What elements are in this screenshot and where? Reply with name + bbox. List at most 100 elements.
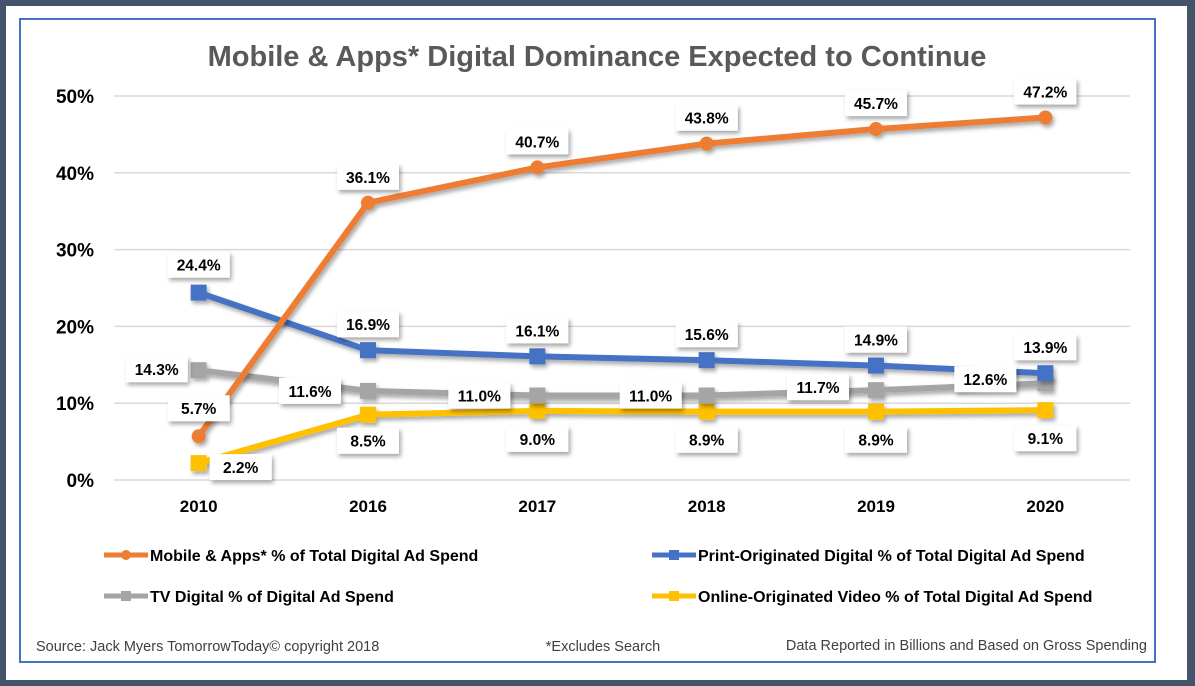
data-label: 8.5% <box>337 427 399 454</box>
data-label-box <box>279 377 341 404</box>
x-tick-label: 2016 <box>349 497 387 516</box>
data-point <box>869 122 883 137</box>
data-label: 2.2% <box>209 454 272 481</box>
data-label-text: 11.7% <box>796 380 839 397</box>
data-label-box <box>337 163 399 190</box>
data-labels: 5.7% 36.1% 40.7% 43.8% 45.7% 47.2% 24.4% 16.9% 1… <box>125 78 1077 481</box>
x-tick-label: 2018 <box>688 497 726 516</box>
y-axis: 0% 10% 20% 30% 40% 50% <box>56 87 94 492</box>
data-label-text: 24.4% <box>177 258 221 275</box>
data-point <box>360 406 376 423</box>
data-label-text: 36.1% <box>346 170 390 187</box>
legend-marker <box>121 591 131 601</box>
data-label: 16.9% <box>337 311 399 338</box>
data-label-text: 40.7% <box>515 134 559 151</box>
data-point <box>698 403 715 420</box>
data-label-text: 8.9% <box>858 433 894 450</box>
data-label-text: 16.1% <box>515 323 559 340</box>
data-label-text: 15.6% <box>685 327 729 344</box>
data-label-box <box>845 90 907 117</box>
data-point <box>191 429 206 444</box>
data-label-box <box>954 366 1017 393</box>
data-label-text: 14.9% <box>854 333 898 350</box>
data-label-text: 9.1% <box>1028 431 1064 448</box>
legend-item: Print-Originated Digital % of Total Digi… <box>652 548 1085 565</box>
data-label-text: 12.6% <box>963 372 1007 389</box>
data-label-box <box>675 104 738 131</box>
data-label: 9.1% <box>1014 425 1077 452</box>
data-label-text: 43.8% <box>685 111 729 128</box>
data-point <box>1037 402 1054 419</box>
data-point <box>868 357 884 374</box>
data-label-box <box>337 311 399 338</box>
legend-label: Print-Originated Digital % of Total Digi… <box>698 548 1085 565</box>
data-label-box <box>209 454 272 481</box>
data-label-box <box>1014 425 1077 452</box>
legend-label: Online-Originated Video % of Total Digit… <box>698 589 1092 606</box>
data-label: 47.2% <box>1014 78 1077 105</box>
data-label-box <box>506 425 569 452</box>
data-point <box>1037 365 1054 382</box>
data-label-text: 11.0% <box>458 389 501 406</box>
series-group <box>190 110 1054 472</box>
x-tick-label: 2020 <box>1026 497 1064 516</box>
y-tick-label: 0% <box>67 471 95 492</box>
data-label: 5.7% <box>167 395 230 422</box>
data-label: 11.0% <box>619 382 682 409</box>
data-label-box <box>675 426 738 453</box>
data-point <box>529 402 546 419</box>
source-note: Source: Jack Myers TomorrowToday© copyri… <box>36 639 379 655</box>
data-label: 45.7% <box>845 90 907 117</box>
legend-item: Online-Originated Video % of Total Digit… <box>652 589 1092 606</box>
x-axis: 2010 2016 2017 2018 2019 2020 <box>180 497 1064 516</box>
x-tick-label: 2017 <box>518 497 556 516</box>
data-label-box <box>167 395 230 422</box>
series-line <box>196 114 1046 438</box>
y-tick-label: 10% <box>56 394 94 415</box>
legend-label: Mobile & Apps* % of Total Digital Ad Spe… <box>150 548 478 565</box>
data-label-box <box>845 326 907 353</box>
data-label-text: 8.5% <box>350 434 386 451</box>
data-label-text: 11.0% <box>629 389 672 406</box>
data-label-text: 11.6% <box>288 384 331 401</box>
legend-item: Mobile & Apps* % of Total Digital Ad Spe… <box>104 548 478 565</box>
data-point <box>529 348 546 365</box>
data-label-box <box>1014 334 1077 361</box>
data-label-text: 45.7% <box>854 96 898 113</box>
data-point <box>360 342 376 359</box>
data-label: 43.8% <box>675 104 738 131</box>
x-tick-label: 2010 <box>180 497 218 516</box>
x-tick-label: 2019 <box>857 497 895 516</box>
data-label-box <box>506 317 569 344</box>
data-label: 14.9% <box>845 326 907 353</box>
data-point <box>190 284 207 301</box>
legend-marker <box>669 591 679 601</box>
data-label-box <box>167 251 230 278</box>
data-point <box>699 136 714 151</box>
data-label-text: 2.2% <box>223 460 259 477</box>
data-point <box>361 195 375 210</box>
data-label: 15.6% <box>675 321 738 348</box>
y-tick-label: 50% <box>56 87 94 108</box>
data-label: 12.6% <box>954 366 1017 393</box>
data-label-box <box>675 321 738 348</box>
data-label-text: 5.7% <box>181 401 217 418</box>
y-tick-label: 30% <box>56 241 94 262</box>
data-point <box>698 352 715 369</box>
data-point <box>868 382 884 399</box>
data-label-box <box>448 382 511 409</box>
data-label: 40.7% <box>506 128 569 155</box>
series-1 <box>190 284 1054 382</box>
data-label: 11.7% <box>787 374 849 401</box>
excludes-note: *Excludes Search <box>546 639 660 655</box>
series-0 <box>191 110 1053 444</box>
series-line <box>197 407 1046 466</box>
chart-title: Mobile & Apps* Digital Dominance Expecte… <box>208 41 987 73</box>
data-label-text: 47.2% <box>1023 85 1067 102</box>
data-note: Data Reported in Billions and Based on G… <box>786 638 1147 654</box>
data-point <box>1038 110 1053 125</box>
data-label-text: 13.9% <box>1023 340 1067 357</box>
data-label-text: 8.9% <box>689 433 725 450</box>
series-line <box>197 289 1046 377</box>
